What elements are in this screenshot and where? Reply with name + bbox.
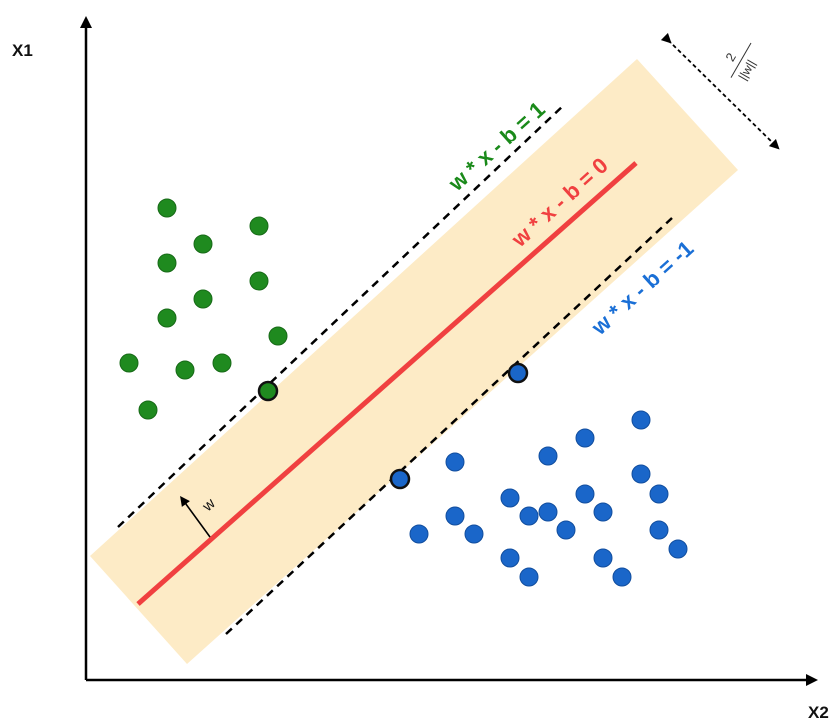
green-point bbox=[212, 353, 232, 373]
blue-support-vector-lower bbox=[389, 468, 411, 490]
green-point bbox=[157, 198, 177, 218]
green-point bbox=[119, 353, 139, 373]
green-point bbox=[193, 289, 213, 309]
blue-point bbox=[538, 446, 558, 466]
green-point bbox=[268, 326, 288, 346]
blue-point bbox=[538, 502, 558, 522]
blue-point bbox=[409, 524, 429, 544]
blue-point bbox=[593, 502, 613, 522]
margin-width-arrow bbox=[660, 32, 780, 150]
margin-width-formula: 2 ||w|| bbox=[722, 42, 759, 83]
blue-point bbox=[464, 524, 484, 544]
normal-vector-arrow bbox=[180, 495, 211, 538]
green-support-vector bbox=[257, 380, 279, 402]
blue-point bbox=[649, 484, 669, 504]
blue-point bbox=[519, 506, 539, 526]
blue-point bbox=[445, 452, 465, 472]
margin-numerator: 2 bbox=[722, 50, 739, 64]
blue-point bbox=[519, 567, 539, 587]
blue-point bbox=[500, 548, 520, 568]
lower-margin-line bbox=[225, 217, 673, 635]
green-point bbox=[175, 360, 195, 380]
blue-point bbox=[575, 428, 595, 448]
green-point bbox=[157, 308, 177, 328]
blue-point bbox=[612, 567, 632, 587]
green-point bbox=[249, 271, 269, 291]
green-point bbox=[138, 400, 158, 420]
margin-denominator: ||w|| bbox=[736, 57, 759, 82]
green-point bbox=[157, 253, 177, 273]
y-axis-label: X1 bbox=[12, 41, 33, 60]
blue-class-points bbox=[409, 410, 688, 587]
blue-point bbox=[631, 410, 651, 430]
blue-point bbox=[445, 506, 465, 526]
blue-support-vector-upper bbox=[507, 362, 529, 384]
blue-point bbox=[631, 464, 651, 484]
blue-point bbox=[593, 548, 613, 568]
blue-point bbox=[556, 520, 576, 540]
decision-boundary-line bbox=[136, 161, 638, 606]
fraction-bar bbox=[730, 42, 752, 78]
blue-point bbox=[668, 539, 688, 559]
green-point bbox=[193, 234, 213, 254]
upper-margin-line bbox=[117, 103, 566, 528]
blue-point bbox=[649, 520, 669, 540]
green-point bbox=[249, 216, 269, 236]
green-class-points bbox=[119, 198, 288, 420]
blue-point bbox=[500, 488, 520, 508]
x-axis-label: X2 bbox=[808, 703, 829, 722]
blue-point bbox=[575, 484, 595, 504]
